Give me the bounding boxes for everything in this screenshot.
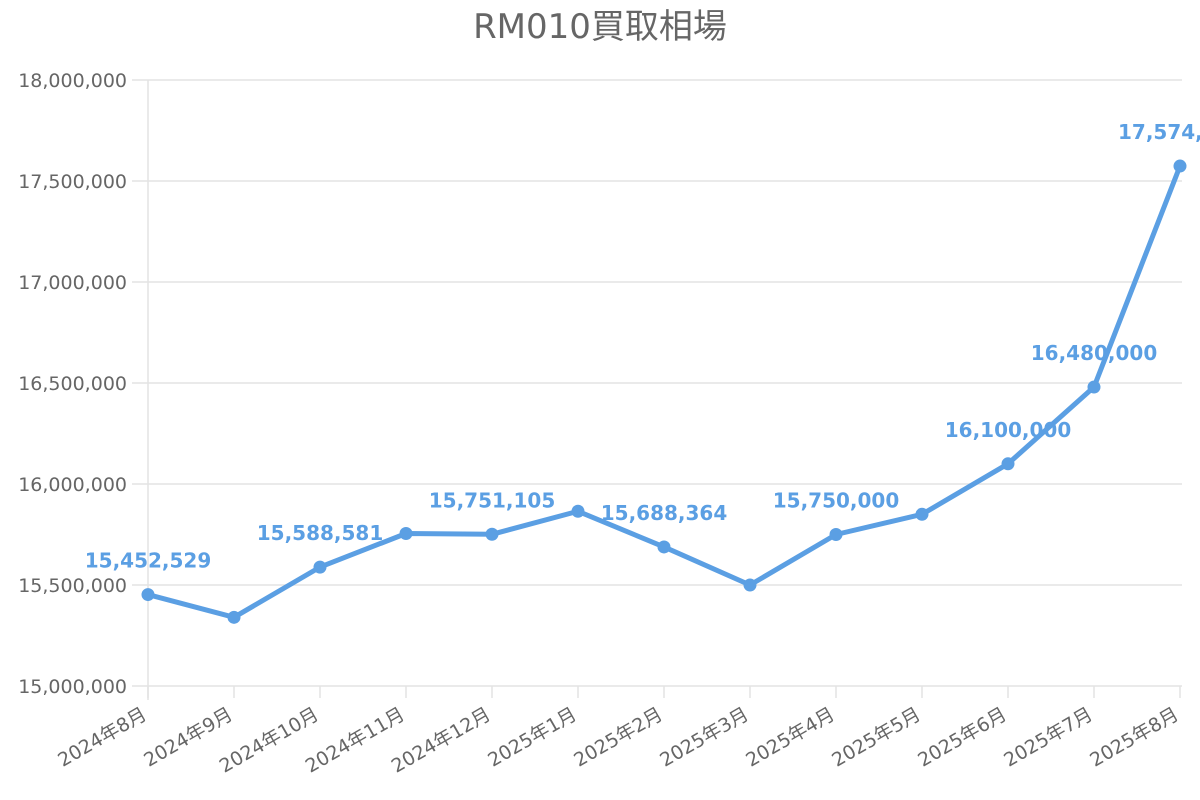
data-label: 15,688,364 xyxy=(601,501,728,525)
data-label: 15,751,105 xyxy=(429,488,556,512)
data-point xyxy=(915,507,929,521)
data-label: 16,480,000 xyxy=(1031,341,1158,365)
data-point xyxy=(829,528,843,541)
x-tick-label: 2025年1月 xyxy=(484,703,580,771)
x-tick-label: 2025年2月 xyxy=(570,703,666,771)
y-axis-tick-labels: 15,000,000 15,500,000 16,000,000 16,500,000… xyxy=(18,70,127,698)
data-point xyxy=(1173,159,1187,173)
x-tick-label: 2024年8月 xyxy=(54,703,150,771)
x-axis-tick-labels: 2024年8月2024年9月2024年10月2024年11月2024年12月20… xyxy=(54,703,1182,777)
data-point xyxy=(571,504,585,518)
y-tick-label: 15,000,000 xyxy=(18,676,127,698)
x-tick-label: 2025年4月 xyxy=(742,703,838,771)
data-point xyxy=(657,540,671,554)
data-label: 16,100,000 xyxy=(945,418,1072,442)
data-point xyxy=(227,610,241,624)
y-tick-label: 16,000,000 xyxy=(18,474,127,496)
x-tick-label: 2025年6月 xyxy=(914,703,1010,771)
data-label: 15,750,000 xyxy=(773,489,900,513)
data-point xyxy=(743,578,757,592)
data-point xyxy=(313,560,327,574)
data-points xyxy=(141,159,1187,624)
data-point xyxy=(141,588,155,602)
y-tick-label: 17,500,000 xyxy=(18,171,127,193)
x-tick-label: 2025年3月 xyxy=(656,703,752,771)
grid-lines xyxy=(132,79,1182,687)
axes xyxy=(147,80,1181,700)
data-label: 17,574, xyxy=(1118,120,1200,144)
y-tick-label: 17,000,000 xyxy=(18,272,127,294)
data-point xyxy=(485,527,499,541)
y-tick-label: 15,500,000 xyxy=(18,575,127,597)
data-label: 15,452,529 xyxy=(85,549,212,573)
y-tick-label: 16,500,000 xyxy=(18,373,127,395)
chart-title: RM010買取相場 xyxy=(473,7,727,47)
y-tick-label: 18,000,000 xyxy=(18,70,127,92)
x-tick-label: 2025年8月 xyxy=(1086,703,1182,771)
data-labels: 15,452,529 15,588,581 15,751,105 15,688,364… xyxy=(85,120,1200,573)
data-point xyxy=(399,526,413,540)
x-tick-label: 2025年7月 xyxy=(1000,703,1096,771)
x-tick-label: 2025年5月 xyxy=(828,703,924,771)
data-point xyxy=(1001,457,1015,471)
data-point xyxy=(1087,380,1101,394)
data-label: 15,588,581 xyxy=(257,521,384,545)
